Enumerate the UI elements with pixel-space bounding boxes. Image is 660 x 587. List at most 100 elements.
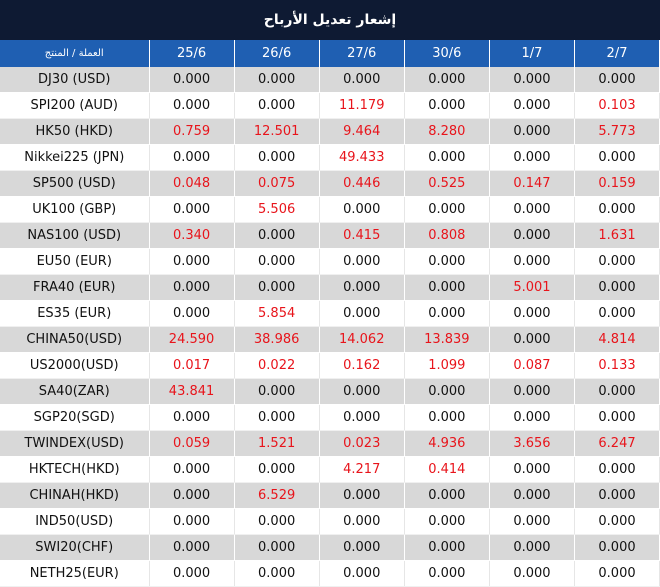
dividend-value-cell: 0.000 <box>319 404 405 431</box>
product-cell: NETH25(EUR) <box>0 560 150 587</box>
dividend-value-cell: 0.000 <box>149 404 235 431</box>
product-cell: DJ30 (USD) <box>0 67 150 93</box>
table-row: US2000(USD) 0.017 0.022 0.162 1.099 0.087 0.13… <box>0 352 660 379</box>
dividend-value-cell: 6.247 <box>574 430 660 457</box>
dividend-value-cell: 0.000 <box>404 534 490 561</box>
product-cell: Nikkei225 (JPN) <box>0 144 150 171</box>
dividend-value-cell: 0.000 <box>319 508 405 535</box>
product-cell: SPI200 (AUD) <box>0 92 150 119</box>
dividend-value-cell: 0.000 <box>234 508 320 535</box>
table-row: SP500 (USD) 0.048 0.075 0.446 0.525 0.147 0.15… <box>0 170 660 197</box>
dividend-value-cell: 0.000 <box>319 196 405 223</box>
product-cell: HK50 (HKD) <box>0 118 150 145</box>
dividend-value-cell: 0.000 <box>574 378 660 405</box>
dividend-value-cell: 0.000 <box>319 300 405 327</box>
dividend-value-cell: 0.000 <box>404 404 490 431</box>
product-cell: SGP20(SGD) <box>0 404 150 431</box>
dividend-value-cell: 0.000 <box>149 274 235 301</box>
dividend-value-cell: 0.000 <box>149 456 235 483</box>
dividend-value-cell: 0.000 <box>404 144 490 171</box>
dividend-value-cell: 0.000 <box>489 300 575 327</box>
table-row: CHINAH(HKD) 0.000 6.529 0.000 0.000 0.000 0.00… <box>0 482 660 509</box>
dividend-value-cell: 0.000 <box>489 144 575 171</box>
table-row: SPI200 (AUD) 0.000 0.000 11.179 0.000 0.000 0.… <box>0 92 660 119</box>
dividend-value-cell: 0.000 <box>489 404 575 431</box>
product-cell: EU50 (EUR) <box>0 248 150 275</box>
column-header-date: 1/7 <box>489 40 575 67</box>
dividend-value-cell: 0.000 <box>489 92 575 119</box>
dividend-value-cell: 0.000 <box>404 300 490 327</box>
table-row: SGP20(SGD) 0.000 0.000 0.000 0.000 0.000 0.000 <box>0 404 660 431</box>
dividend-value-cell: 0.000 <box>149 196 235 223</box>
dividend-value-cell: 3.656 <box>489 430 575 457</box>
dividend-value-cell: 0.075 <box>234 170 320 197</box>
column-header-date: 27/6 <box>319 40 405 67</box>
dividend-value-cell: 0.159 <box>574 170 660 197</box>
dividend-value-cell: 0.000 <box>149 300 235 327</box>
dividend-value-cell: 4.936 <box>404 430 490 457</box>
dividend-value-cell: 0.000 <box>149 560 235 587</box>
dividend-value-cell: 5.773 <box>574 118 660 145</box>
dividend-value-cell: 0.000 <box>574 67 660 93</box>
table-body: DJ30 (USD) 0.000 0.000 0.000 0.000 0.000 0.000… <box>0 67 660 587</box>
dividend-value-cell: 0.000 <box>234 222 320 249</box>
product-cell: IND50(USD) <box>0 508 150 535</box>
dividend-value-cell: 0.147 <box>489 170 575 197</box>
dividend-value-cell: 0.000 <box>574 482 660 509</box>
dividend-value-cell: 0.000 <box>489 560 575 587</box>
dividend-value-cell: 0.000 <box>574 404 660 431</box>
product-cell: TWINDEX(USD) <box>0 430 150 457</box>
product-cell: FRA40 (EUR) <box>0 274 150 301</box>
dividend-value-cell: 12.501 <box>234 118 320 145</box>
dividend-value-cell: 0.162 <box>319 352 405 379</box>
dividend-value-cell: 0.414 <box>404 456 490 483</box>
dividend-value-cell: 9.464 <box>319 118 405 145</box>
dividend-value-cell: 0.000 <box>574 274 660 301</box>
dividend-value-cell: 0.000 <box>234 534 320 561</box>
dividend-value-cell: 0.000 <box>404 196 490 223</box>
product-cell: SA40(ZAR) <box>0 378 150 405</box>
product-cell: SP500 (USD) <box>0 170 150 197</box>
dividend-value-cell: 0.000 <box>489 482 575 509</box>
dividend-value-cell: 13.839 <box>404 326 490 353</box>
dividend-value-cell: 0.000 <box>319 482 405 509</box>
table-row: TWINDEX(USD) 0.059 1.521 0.023 4.936 3.656 6.2… <box>0 430 660 457</box>
dividend-value-cell: 0.000 <box>234 92 320 119</box>
dividend-value-cell: 0.000 <box>149 248 235 275</box>
dividend-value-cell: 0.000 <box>319 560 405 587</box>
table-row: ES35 (EUR) 0.000 5.854 0.000 0.000 0.000 0.000 <box>0 300 660 327</box>
dividend-value-cell: 0.000 <box>234 456 320 483</box>
column-header-date: 25/6 <box>149 40 235 67</box>
table-row: DJ30 (USD) 0.000 0.000 0.000 0.000 0.000 0.000 <box>0 67 660 93</box>
table-row: SA40(ZAR) 43.841 0.000 0.000 0.000 0.000 0.000 <box>0 378 660 405</box>
product-cell: CHINA50(USD) <box>0 326 150 353</box>
dividend-value-cell: 6.529 <box>234 482 320 509</box>
column-header-date: 26/6 <box>234 40 320 67</box>
product-cell: NAS100 (USD) <box>0 222 150 249</box>
dividend-value-cell: 0.000 <box>489 378 575 405</box>
dividend-value-cell: 0.000 <box>234 144 320 171</box>
column-header-date: 30/6 <box>404 40 490 67</box>
dividend-value-cell: 38.986 <box>234 326 320 353</box>
table-header-row: العملة / المنتج 25/6 26/6 27/6 30/6 1/7 … <box>0 40 660 67</box>
dividend-value-cell: 4.814 <box>574 326 660 353</box>
dividend-value-cell: 0.000 <box>319 248 405 275</box>
dividend-adjustment-table: العملة / المنتج 25/6 26/6 27/6 30/6 1/7 … <box>0 40 660 587</box>
product-cell: US2000(USD) <box>0 352 150 379</box>
table-row: UK100 (GBP) 0.000 5.506 0.000 0.000 0.000 0.00… <box>0 196 660 223</box>
dividend-value-cell: 0.000 <box>574 300 660 327</box>
dividend-value-cell: 0.000 <box>404 378 490 405</box>
dividend-value-cell: 0.000 <box>489 222 575 249</box>
dividend-value-cell: 0.000 <box>149 534 235 561</box>
dividend-value-cell: 0.000 <box>489 456 575 483</box>
dividend-value-cell: 0.340 <box>149 222 235 249</box>
dividend-value-cell: 1.631 <box>574 222 660 249</box>
dividend-value-cell: 5.001 <box>489 274 575 301</box>
dividend-value-cell: 0.133 <box>574 352 660 379</box>
dividend-value-cell: 0.000 <box>574 508 660 535</box>
dividend-value-cell: 0.000 <box>234 404 320 431</box>
dividend-value-cell: 0.000 <box>574 456 660 483</box>
dividend-value-cell: 0.000 <box>404 274 490 301</box>
dividend-value-cell: 0.048 <box>149 170 235 197</box>
table-row: IND50(USD) 0.000 0.000 0.000 0.000 0.000 0.000 <box>0 508 660 535</box>
